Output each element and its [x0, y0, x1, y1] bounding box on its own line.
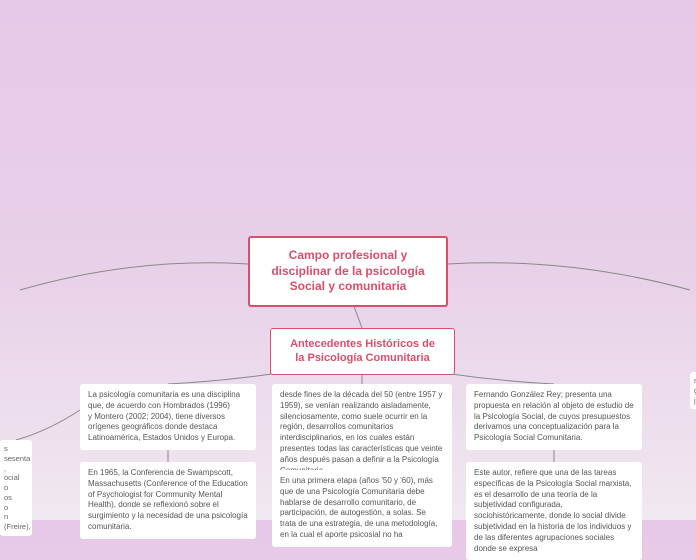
left-partial-box: s sesenta,ocialooson (Freire), — [0, 440, 32, 536]
box-3: Fernando González Rey; presenta una prop… — [466, 384, 642, 450]
box-4: En 1965, la Conferencia de Swampscott, M… — [80, 462, 256, 539]
central-node: Campo profesional y disciplinar de la ps… — [248, 236, 448, 307]
subtitle-node: Antecedentes Históricos de la Psicología… — [270, 328, 455, 375]
subtitle-text: Antecedentes Históricos de la Psicología… — [290, 338, 435, 364]
box-2-text: desde fines de la década del 50 (entre 1… — [280, 390, 442, 475]
box-6-text: Este autor, refiere que una de las tarea… — [474, 468, 631, 553]
box-5-text: En una primera etapa (años '50 y '60), m… — [280, 476, 437, 539]
left-partial-text: s sesenta,ocialooson (Freire), — [4, 444, 31, 531]
box-4-text: En 1965, la Conferencia de Swampscott, M… — [88, 468, 248, 531]
central-text: Campo profesional y disciplinar de la ps… — [271, 248, 424, 293]
box-3-text: Fernando González Rey; presenta una prop… — [474, 390, 634, 442]
box-6: Este autor, refiere que una de las tarea… — [466, 462, 642, 560]
right-partial-box: rgj — [690, 372, 696, 409]
box-1: La psicología comunitaria es una discipl… — [80, 384, 256, 450]
box-5: En una primera etapa (años '50 y '60), m… — [272, 470, 452, 547]
box-2: desde fines de la década del 50 (entre 1… — [272, 384, 452, 482]
box-1-text: La psicología comunitaria es una discipl… — [88, 390, 240, 442]
